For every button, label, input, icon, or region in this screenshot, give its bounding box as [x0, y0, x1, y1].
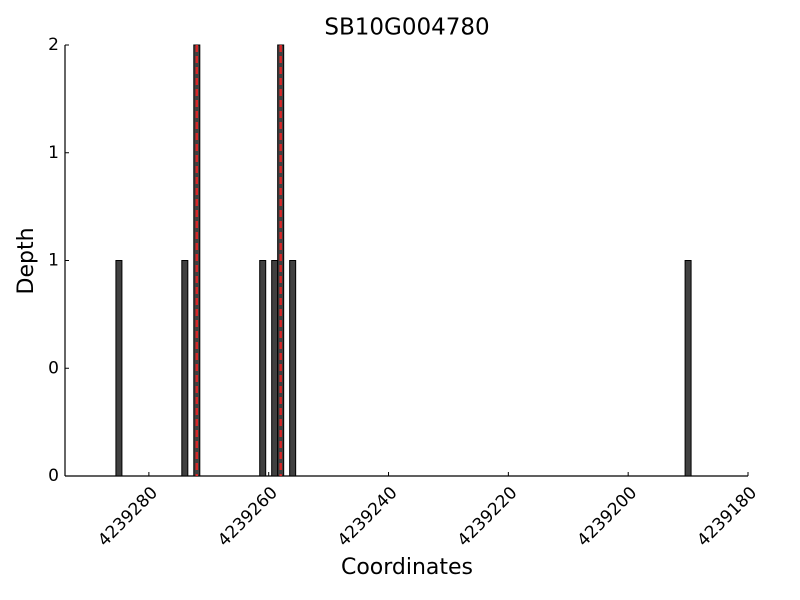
x-tick-label: 4239280	[94, 483, 162, 551]
y-tick-label: 0	[48, 358, 59, 378]
y-axis-label: Depth	[14, 227, 39, 294]
x-tick-label: 4239220	[454, 483, 522, 551]
y-tick-label: 2	[48, 35, 59, 55]
y-tick-label: 0	[48, 466, 59, 486]
bar	[181, 260, 189, 477]
bar	[259, 260, 267, 477]
bar	[684, 260, 692, 477]
bar	[271, 260, 279, 477]
chart-title: SB10G004780	[324, 15, 489, 41]
y-tick-label: 1	[48, 143, 59, 163]
x-axis-label: Coordinates	[341, 555, 473, 580]
x-tick-label: 4239240	[334, 483, 402, 551]
bar	[115, 260, 123, 477]
x-tick-label: 4239200	[574, 483, 642, 551]
x-tick-label: 4239260	[214, 483, 282, 551]
x-tick-label: 4239180	[693, 483, 761, 551]
y-tick-label: 1	[48, 251, 59, 271]
bar	[289, 260, 297, 477]
